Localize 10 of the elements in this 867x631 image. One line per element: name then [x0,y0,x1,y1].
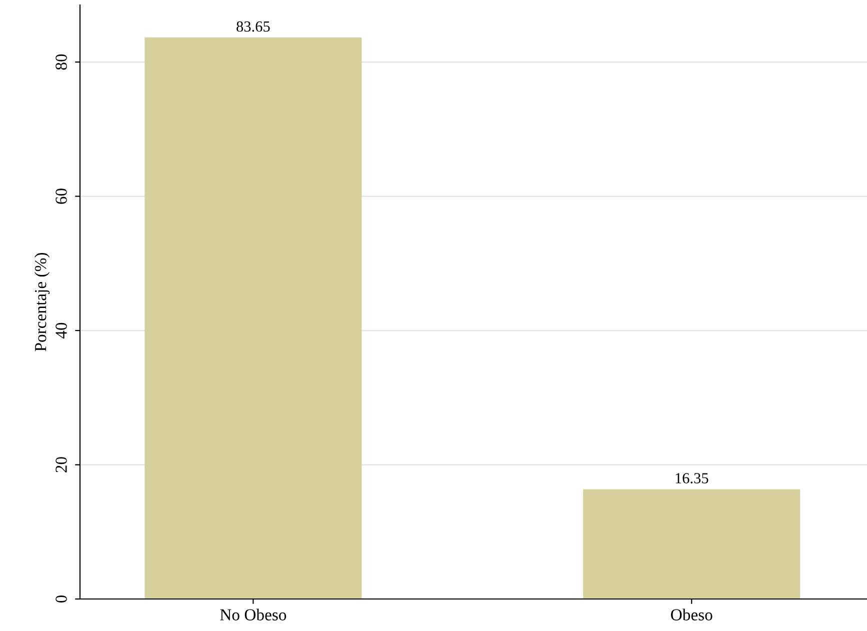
data-label: 83.65 [236,21,270,32]
y-tick-label: 0 [56,595,67,603]
y-tick-label: 60 [56,188,67,204]
y-tick-label: 20 [56,457,67,472]
y-axis-title: Porcentaje (%) [34,252,50,352]
x-tick-label: Obeso [671,608,712,620]
data-label: 16.35 [676,473,708,484]
x-tick-label: No Obeso [220,608,286,620]
y-tick-label: 40 [56,322,67,339]
y-tick-label: 80 [56,54,67,70]
